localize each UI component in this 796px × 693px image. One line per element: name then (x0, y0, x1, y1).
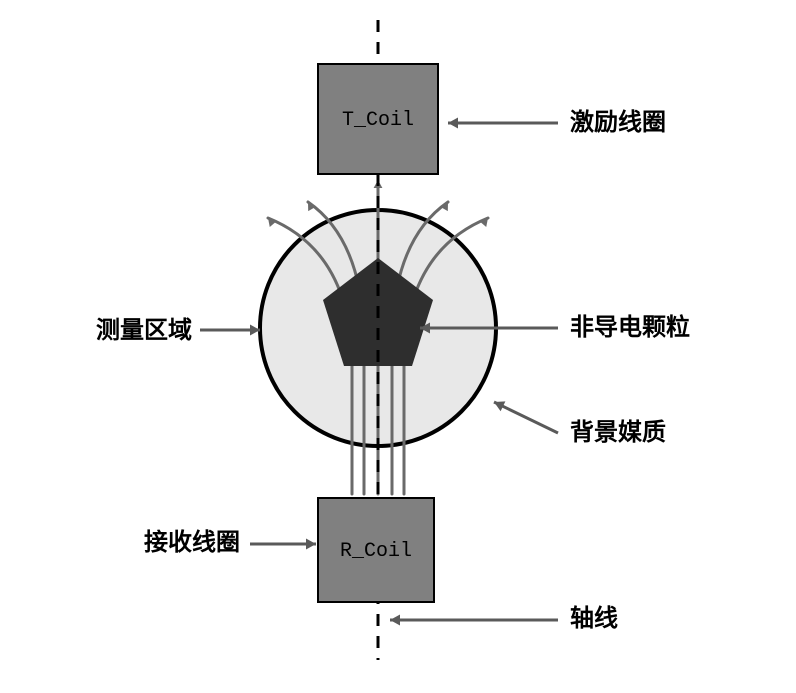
callout-0: 激励线圈 (448, 108, 666, 136)
callout-5: 轴线 (390, 604, 618, 632)
t-coil: T_Coil (318, 64, 438, 174)
callout-label-3: 背景媒质 (570, 419, 666, 446)
callout-label-1: 测量区域 (96, 317, 192, 344)
callout-3: 背景媒质 (494, 401, 666, 446)
callout-label-0: 激励线圈 (570, 108, 666, 136)
t-coil-label: T_Coil (342, 109, 414, 132)
callout-1: 测量区域 (96, 317, 260, 344)
callout-4: 接收线圈 (144, 529, 316, 556)
callout-label-5: 轴线 (570, 604, 618, 632)
callout-label-2: 非导电颗粒 (570, 313, 690, 341)
r-coil-label: R_Coil (340, 540, 412, 563)
r-coil: R_Coil (318, 498, 434, 602)
callout-label-4: 接收线圈 (144, 529, 240, 556)
